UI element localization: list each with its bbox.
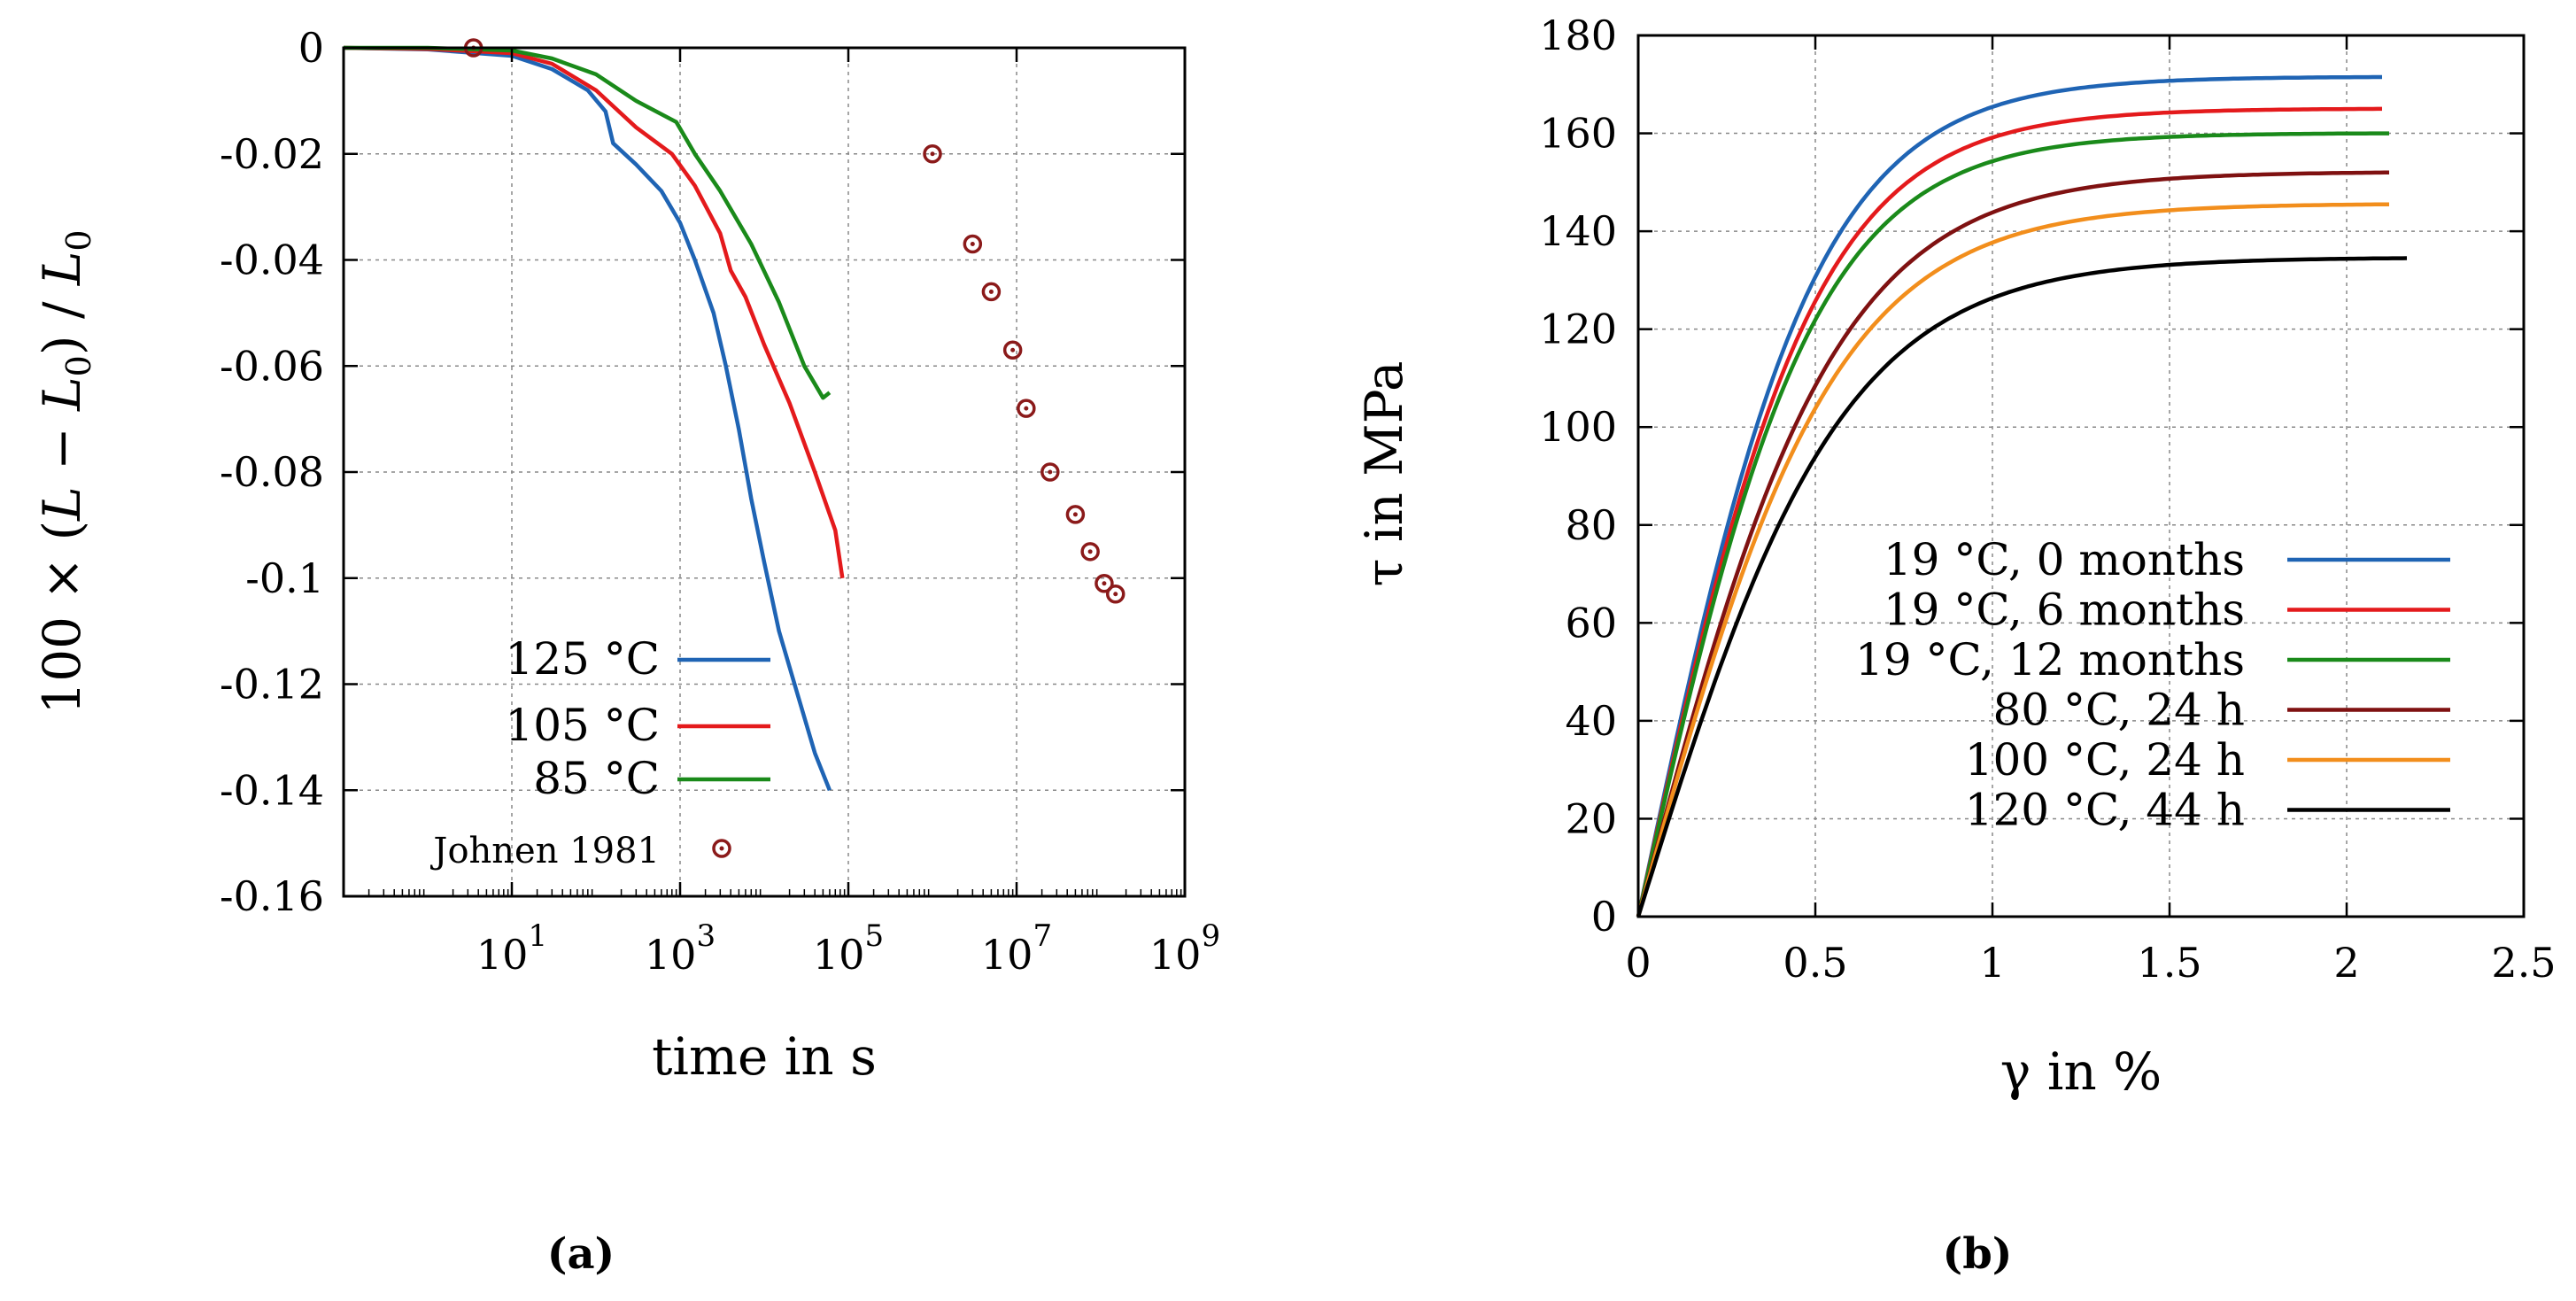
panel-b-y-tick-label: 140 xyxy=(1539,207,1617,255)
panel-b-y-tick-label: 60 xyxy=(1565,599,1617,647)
panel-b-x-axis-title: γ in % xyxy=(2000,1042,2162,1102)
panel-b-x-tick-label: 0 xyxy=(1625,939,1651,987)
panel-a-label: (a) xyxy=(547,1229,615,1279)
panel-a-legend-label: 105 °C xyxy=(505,700,660,751)
panel-b-series-line xyxy=(1636,74,2382,918)
panel-a-y-tick-label: -0.02 xyxy=(220,130,324,178)
panel-a-legend-label: 85 °C xyxy=(533,753,660,804)
panel-b-series xyxy=(1636,74,2408,918)
panel-a-y-tick-label: -0.14 xyxy=(220,766,324,814)
panel-a-x-tick-label: 103 xyxy=(645,918,716,979)
panel-a-y-tick-label: -0.12 xyxy=(220,661,324,709)
panel-a-data-point xyxy=(1065,505,1086,524)
panel-b-y-axis-title: τ in MPa xyxy=(1354,360,1414,586)
panel-b-x-ticks: 0 0.5 1 1.5 2 2.5 xyxy=(1625,35,2557,987)
panel-b-series-line xyxy=(1636,170,2389,918)
panel-a-y-tick-label: 0 xyxy=(298,24,324,72)
panel-b-x-tick-label: 1.5 xyxy=(2137,939,2201,987)
panel-a-x-tick-label: 107 xyxy=(981,918,1052,979)
panel-a-series-line xyxy=(343,45,845,579)
panel-a-data-point xyxy=(1105,584,1126,604)
panel-a-x-tick-label: 105 xyxy=(813,918,884,979)
panel-b-y-tick-label: 20 xyxy=(1565,794,1617,842)
panel-a-legend: 125 °C 105 °C85 °C Johnen 1981 xyxy=(429,633,770,871)
panel-b-y-tick-label: 180 xyxy=(1539,12,1617,59)
panel-b-series-line xyxy=(1636,202,2389,918)
panel-a-legend-marker xyxy=(712,839,731,858)
panel-a-x-axis-title: time in s xyxy=(652,1026,877,1087)
panel-a-y-tick-label: -0.06 xyxy=(220,342,324,390)
panel-a-series xyxy=(343,38,1126,792)
panel-a-y-axis-title: 100 × (L − L0) / L0 xyxy=(32,229,98,714)
panel-a-data-point xyxy=(1002,340,1023,360)
panel-b-chart: 0 20 40 60 80 100 120 140 160 180 0 0.5 1 1.5 2 2.5 γ … xyxy=(1354,12,2557,1279)
panel-a-y-tick-label: -0.08 xyxy=(220,448,324,496)
panel-a-y-tick-label: -0.1 xyxy=(245,554,324,602)
panel-b-series-line xyxy=(1636,106,2382,918)
panel-a-legend-label: Johnen 1981 xyxy=(429,831,660,871)
panel-b-legend-label: 19 °C, 0 months xyxy=(1884,534,2245,585)
panel-b-x-tick-label: 1 xyxy=(1979,939,2005,987)
panel-a-series-line xyxy=(344,45,832,400)
panel-b-legend-label: 120 °C, 44 h xyxy=(1965,785,2245,836)
panel-b-x-tick-label: 2 xyxy=(2333,939,2359,987)
panel-a-series-line xyxy=(343,45,832,792)
panel-a-y-tick-label: -0.04 xyxy=(220,236,324,284)
panel-a-data-point xyxy=(1017,399,1036,418)
panel-b-y-tick-label: 0 xyxy=(1591,893,1617,941)
panel-b-series-line xyxy=(1636,256,2408,918)
panel-a-x-tick-label: 109 xyxy=(1149,918,1220,979)
panel-a-data-point xyxy=(963,234,983,254)
panel-a-y-ticks: 0 -0.02 -0.04 -0.06 -0.08 -0.1 -0.12 -0.14 -0.16 xyxy=(220,24,1185,920)
panel-a-y-tick-label: -0.16 xyxy=(220,872,324,920)
panel-b-y-tick-label: 160 xyxy=(1539,110,1617,158)
panel-a-x-ticks: 101 103 105 107 109 xyxy=(367,48,1220,979)
panel-b-x-tick-label: 2.5 xyxy=(2491,939,2556,987)
panel-a-legend-label: 125 °C xyxy=(505,633,660,685)
panel-b-legend-label: 19 °C, 12 months xyxy=(1855,634,2245,685)
panel-b-legend-label: 80 °C, 24 h xyxy=(1993,685,2246,736)
panel-a-x-tick-label: 101 xyxy=(476,918,547,979)
panel-b-label: (b) xyxy=(1943,1229,2013,1279)
panel-b-y-ticks: 0 20 40 60 80 100 120 140 160 180 xyxy=(1539,12,2524,941)
panel-b-legend-label: 19 °C, 6 months xyxy=(1884,585,2245,636)
panel-b-y-tick-label: 40 xyxy=(1565,697,1617,745)
panel-b-y-tick-label: 80 xyxy=(1565,501,1617,549)
panel-a-data-point xyxy=(981,282,1002,302)
panel-b-plot-frame xyxy=(1636,34,2526,918)
panel-a-data-point xyxy=(923,144,942,164)
panel-b-y-tick-label: 100 xyxy=(1539,403,1617,451)
panel-a-data-point xyxy=(1080,542,1100,561)
panel-b-series-line xyxy=(1636,131,2389,918)
panel-b-grid xyxy=(1638,35,2524,917)
panel-b-x-tick-label: 0.5 xyxy=(1783,939,1847,987)
panel-b-y-tick-label: 120 xyxy=(1539,306,1617,353)
panel-a-data-point xyxy=(1040,462,1060,482)
panel-a-data-point xyxy=(1095,573,1114,593)
panel-b-legend-label: 100 °C, 24 h xyxy=(1965,734,2245,786)
panel-a-chart: 0 -0.02 -0.04 -0.06 -0.08 -0.1 -0.12 -0.14 -0.16… xyxy=(32,24,1220,1279)
